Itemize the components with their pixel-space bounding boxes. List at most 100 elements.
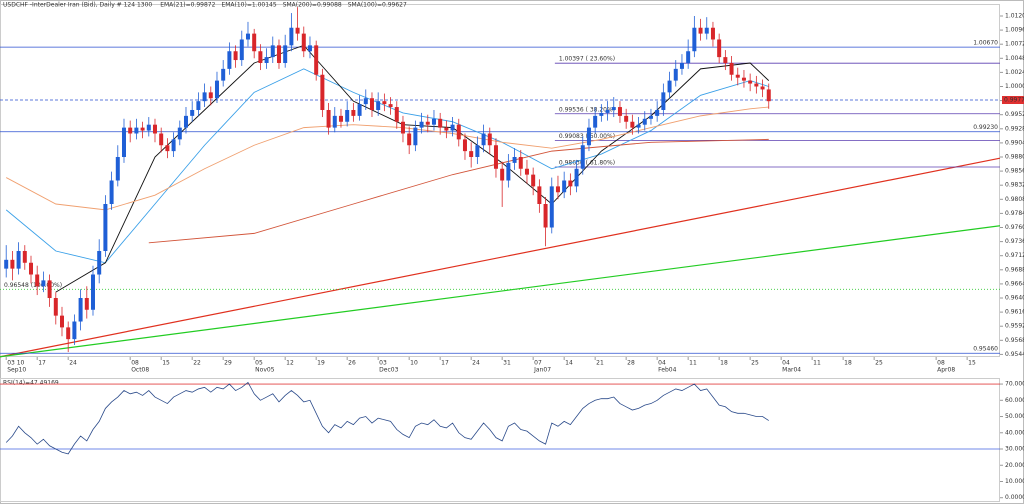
y-tick-label: 0.97120	[1005, 252, 1024, 259]
candle-body	[741, 77, 746, 81]
candle-body	[146, 124, 151, 131]
candle-body	[307, 45, 312, 52]
fib-label: 0.98630 ( 61.80%)	[559, 159, 615, 166]
candle-body	[233, 51, 238, 61]
horizontal-line-label: 0.99230	[973, 124, 998, 131]
x-tick-label: 18	[844, 360, 852, 367]
candle-body	[555, 186, 560, 193]
x-tick-label: 17	[441, 360, 449, 367]
candle-body	[109, 180, 114, 205]
candle-body	[710, 27, 715, 40]
x-month-label: Dec03	[379, 367, 398, 374]
horizontal-line-label: 1.00670	[973, 40, 998, 47]
candle-body	[524, 168, 529, 175]
horizontal-line-label: 0.95460	[973, 346, 998, 353]
candle-body	[326, 109, 331, 128]
candle-body	[276, 45, 281, 63]
y-tick-label: 0.97600	[1005, 224, 1024, 231]
candle-body	[202, 92, 207, 102]
x-tick-label: 08	[131, 360, 139, 367]
candle-body	[686, 51, 691, 63]
indicator-label: SMA(100)=0.99627	[348, 2, 407, 9]
candle-body	[84, 298, 89, 310]
candle-body	[47, 280, 52, 299]
candle-body	[431, 118, 436, 125]
candle-body	[630, 121, 635, 128]
candle-body	[723, 57, 728, 63]
candle-body	[642, 118, 647, 125]
candle-body	[382, 101, 387, 105]
candle-body	[760, 86, 765, 90]
candle-body	[103, 204, 108, 252]
rsi-tick-label: 60.00000	[1005, 397, 1024, 404]
candle-body	[289, 27, 294, 46]
candle-body	[376, 101, 381, 110]
candle-body	[704, 27, 709, 34]
candle-body	[754, 83, 759, 87]
candle-body	[190, 109, 195, 116]
y-tick-label: 0.95440	[1005, 351, 1024, 358]
x-tick-label: 10	[410, 360, 418, 367]
candle-body	[425, 121, 430, 125]
candle-body	[407, 133, 412, 146]
y-tick-label: 1.01200	[1005, 12, 1024, 19]
candle-body	[264, 57, 269, 63]
y-tick-label: 0.95920	[1005, 323, 1024, 330]
candle-body	[363, 98, 368, 105]
candle-body	[214, 80, 219, 99]
x-tick-label: 18	[720, 360, 728, 367]
candle-body	[41, 280, 46, 287]
candle-body	[78, 298, 83, 322]
candle-body	[574, 168, 579, 187]
y-tick-label: 1.00960	[1005, 27, 1024, 34]
rsi-tick-label: 20.00000	[1005, 462, 1024, 469]
indicator-label: EMA(21)=0.99872	[160, 2, 215, 9]
candle-body	[475, 145, 480, 157]
y-tick-label: 0.97360	[1005, 238, 1024, 245]
candle-body	[394, 107, 399, 122]
rsi-tick-label: 50.00000	[1005, 413, 1024, 420]
x-month-label: Sep10	[7, 367, 26, 374]
candle-body	[617, 107, 622, 116]
candle-body	[72, 321, 77, 340]
moving-average	[5, 68, 769, 264]
y-tick-label: 0.96640	[1005, 280, 1024, 287]
x-tick-label: 12	[286, 360, 294, 367]
x-tick-label: 29	[224, 360, 232, 367]
candle-body	[140, 127, 145, 131]
rsi-label: RSI(14)=47.49169	[3, 380, 59, 387]
candle-body	[4, 259, 9, 269]
candle-body	[531, 174, 536, 187]
x-tick-label: 04	[782, 360, 790, 367]
y-tick-label: 0.98800	[1005, 153, 1024, 160]
candle-body	[500, 168, 505, 181]
fib-label: 1.00397 ( 23.60%)	[559, 56, 615, 63]
x-tick-label: 21	[596, 360, 604, 367]
fib-label: 0.96548 (100.00%)	[4, 282, 62, 289]
x-tick-label: 19	[317, 360, 325, 367]
x-month-label: Nov05	[255, 367, 275, 374]
candle-body	[295, 27, 300, 34]
x-tick-label: 28	[627, 360, 635, 367]
candle-body	[512, 156, 517, 163]
candle-body	[97, 251, 102, 275]
x-tick-label: 05	[255, 360, 263, 367]
candle-body	[450, 124, 455, 131]
candle-body	[636, 124, 641, 128]
candle-body	[487, 133, 492, 146]
candle-body	[165, 145, 170, 152]
candle-body	[648, 115, 653, 119]
candle-body	[239, 39, 244, 61]
candle-body	[400, 121, 405, 134]
candle-body	[549, 186, 554, 228]
candle-body	[35, 274, 40, 287]
x-tick-label: 17	[38, 360, 46, 367]
y-tick-label: 1.00720	[1005, 41, 1024, 48]
candle-body	[698, 27, 703, 34]
price-pane	[0, 4, 1000, 357]
y-tick-label: 1.00000	[1005, 83, 1024, 90]
y-tick-label: 0.96880	[1005, 266, 1024, 273]
candle-body	[444, 127, 449, 131]
x-month-label: Apr08	[937, 367, 955, 374]
